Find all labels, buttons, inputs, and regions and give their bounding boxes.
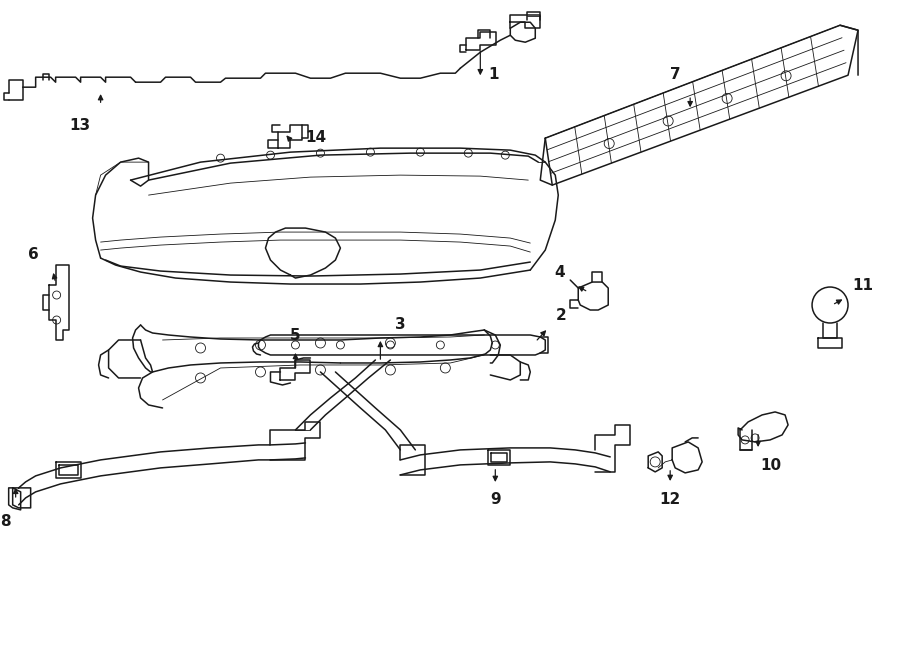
Text: 3: 3 [395, 317, 406, 332]
Text: 5: 5 [290, 328, 301, 343]
Text: 13: 13 [69, 118, 91, 133]
Text: 11: 11 [852, 278, 873, 293]
Text: 6: 6 [28, 247, 39, 262]
Text: 4: 4 [554, 265, 565, 280]
Text: 9: 9 [490, 492, 500, 507]
Text: 10: 10 [760, 458, 781, 473]
Text: 7: 7 [670, 67, 680, 82]
Text: 12: 12 [660, 492, 680, 507]
Text: 1: 1 [489, 67, 499, 82]
Text: 2: 2 [555, 308, 566, 323]
Text: 14: 14 [305, 130, 327, 145]
Text: 8: 8 [0, 514, 11, 529]
